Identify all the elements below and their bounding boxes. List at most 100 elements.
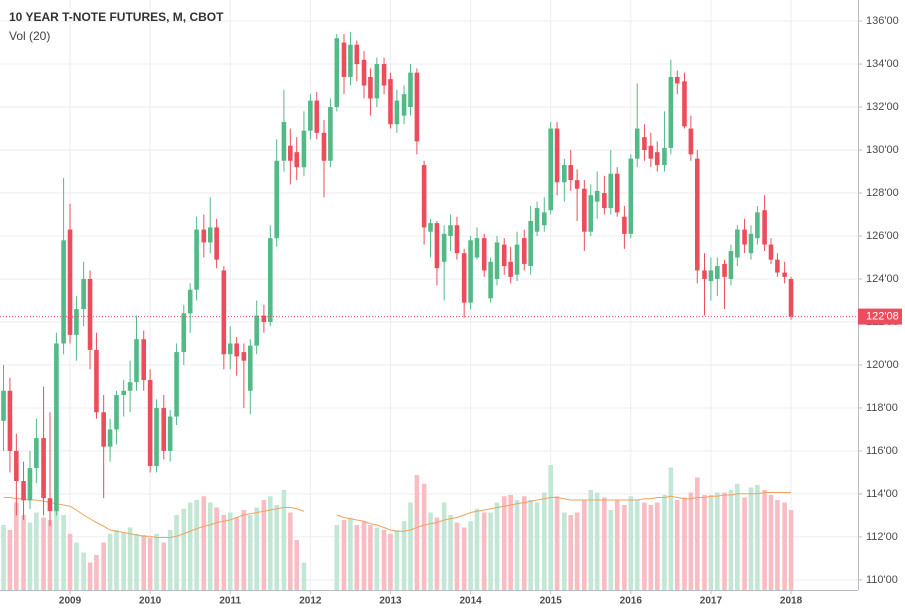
volume-bar <box>161 542 167 590</box>
volume-bar <box>254 507 259 590</box>
volume-bar <box>374 527 380 590</box>
candle-body <box>127 382 133 391</box>
volume-bar <box>501 496 507 590</box>
volume-bar <box>562 512 567 590</box>
candle-body <box>454 225 460 254</box>
volume-bar <box>147 537 153 590</box>
volume-bar <box>788 510 794 590</box>
candle-body <box>722 263 727 277</box>
last-price-label: 122'08 <box>866 311 899 323</box>
candle-body <box>788 278 794 317</box>
candle-body <box>41 438 46 499</box>
volume-bar <box>748 487 754 590</box>
y-tick-label: 136'00 <box>866 15 899 27</box>
candle-body <box>702 270 707 279</box>
volume-bar <box>494 502 500 590</box>
candle-body <box>654 152 660 166</box>
candle-body <box>21 481 26 501</box>
candle-body <box>388 79 393 125</box>
volume-bar <box>588 490 594 590</box>
candle-body <box>401 94 407 116</box>
volume-bar <box>234 517 239 590</box>
volume-bar <box>288 512 293 590</box>
candle-body <box>534 208 540 232</box>
volume-bar <box>702 495 707 590</box>
candle-body <box>428 223 433 232</box>
volume-bar <box>421 483 427 590</box>
candle-body <box>408 72 413 108</box>
x-tick-label: 2018 <box>780 596 803 607</box>
volume-bar <box>167 530 173 590</box>
volume-bar <box>528 500 533 590</box>
candle-body <box>562 165 567 183</box>
volume-bar <box>107 533 113 590</box>
candle-body <box>554 128 560 183</box>
volume-bar <box>488 512 493 590</box>
volume-bar <box>241 510 247 590</box>
volume-bar <box>41 517 46 590</box>
volume-bar <box>662 495 667 590</box>
x-tick-label: 2015 <box>540 596 563 607</box>
candle-body <box>214 227 219 260</box>
volume-bar <box>74 542 79 590</box>
volume-ma-line <box>336 492 792 532</box>
candle-body <box>648 145 654 159</box>
volume-bar <box>21 515 26 590</box>
volume-bar <box>14 502 19 590</box>
candle-body <box>394 100 400 125</box>
volume-bar <box>742 497 747 590</box>
volume-bar <box>368 525 373 590</box>
y-tick-label: 112'00 <box>866 531 898 543</box>
volume-bar <box>775 500 780 590</box>
volume-bar <box>381 530 387 590</box>
volume-bar <box>594 492 600 590</box>
candle-body <box>221 270 227 355</box>
volume-bar <box>408 502 413 590</box>
candle-body <box>54 343 59 512</box>
volume-bar <box>688 492 694 590</box>
candle-body <box>461 253 467 303</box>
volume-bar <box>154 533 159 590</box>
candle-body <box>7 390 13 451</box>
candle-body <box>728 251 734 279</box>
volume-bar <box>34 512 39 590</box>
volume-bar <box>434 517 440 590</box>
volume-bar <box>762 490 767 590</box>
candle-body <box>755 212 760 239</box>
candle-body <box>361 59 367 86</box>
y-tick-label: 114'00 <box>866 488 898 500</box>
volume-bar <box>274 505 280 590</box>
candle-body <box>421 165 427 228</box>
volume-bar <box>568 515 574 590</box>
candle-body <box>274 160 280 239</box>
candle-body <box>501 244 507 267</box>
volume-bar <box>101 542 106 590</box>
candle-body <box>514 244 520 275</box>
volume-bar <box>194 500 199 590</box>
y-tick-label: 110'00 <box>866 574 898 586</box>
volume-bar <box>388 533 393 590</box>
candle-body <box>67 229 73 335</box>
volume-bar <box>474 508 480 590</box>
volume-bar <box>27 522 33 590</box>
volume-bar <box>414 475 420 590</box>
volume-bar <box>207 502 213 590</box>
volume-bar <box>634 500 640 590</box>
candle-body <box>574 180 580 189</box>
candle-body <box>782 272 787 277</box>
candle-body <box>161 407 167 451</box>
volume-bar <box>401 521 407 590</box>
candle-body <box>14 450 19 482</box>
volume-bar <box>582 500 587 590</box>
candle-body <box>354 44 360 65</box>
volume-bar <box>187 502 193 590</box>
candle-body <box>602 193 607 209</box>
candle-body <box>688 128 694 155</box>
volume-bar <box>534 502 540 590</box>
volume-bar <box>715 492 720 590</box>
candle-body <box>341 42 347 77</box>
candle-body <box>628 158 634 234</box>
candle-body <box>742 229 747 245</box>
volume-bar <box>174 515 179 590</box>
volume-bar <box>694 477 700 590</box>
